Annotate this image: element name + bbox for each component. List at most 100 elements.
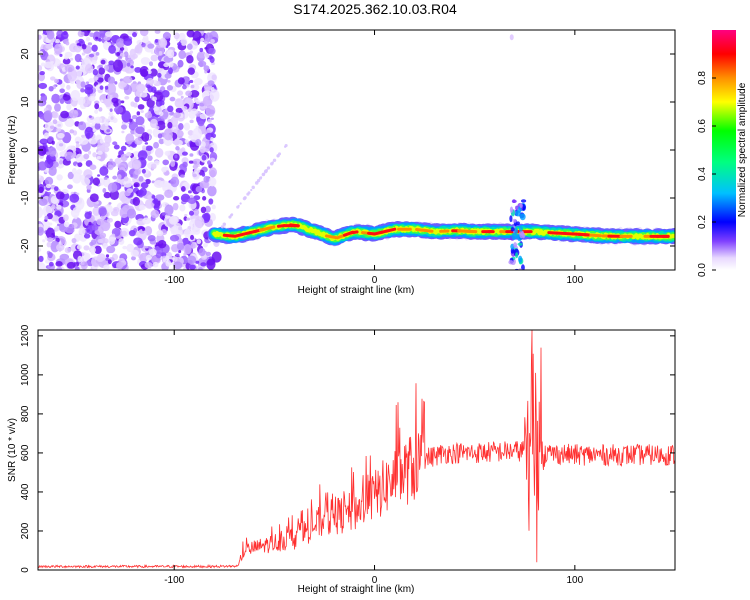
noise-speck: [198, 248, 206, 257]
noise-speck: [72, 171, 82, 184]
noise-speck: [185, 90, 193, 97]
burst-speck: [521, 264, 525, 270]
noise-speck: [108, 202, 112, 205]
noise-speck: [126, 243, 135, 253]
noise-speck: [98, 37, 102, 42]
noise-speck: [140, 182, 149, 189]
noise-speck: [133, 183, 139, 188]
noise-speck: [210, 117, 214, 120]
noise-speck: [135, 116, 145, 126]
noise-speck: [39, 71, 45, 76]
noise-speck: [197, 60, 207, 67]
band-hot-segment: [336, 234, 345, 239]
noise-speck: [62, 58, 71, 65]
noise-speck: [84, 126, 94, 139]
spectrogram-y-label: Frequency (Hz): [7, 116, 18, 185]
noise-speck: [180, 174, 185, 178]
noise-speck: [145, 254, 152, 261]
noise-speck: [88, 136, 98, 145]
noise-speck: [80, 81, 86, 88]
noise-speck: [81, 43, 87, 50]
noise-speck: [157, 133, 163, 139]
noise-speck: [175, 146, 180, 151]
noise-speck: [48, 165, 57, 177]
noise-speck: [96, 256, 104, 263]
noise-speck: [56, 174, 63, 181]
noise-speck: [54, 78, 59, 84]
noise-speck: [75, 153, 84, 163]
noise-speck: [38, 247, 42, 253]
noise-speck: [64, 118, 75, 128]
noise-speck: [111, 97, 119, 104]
noise-speck: [199, 146, 206, 153]
noise-speck: [183, 228, 192, 238]
burst-speck: [516, 234, 520, 238]
noise-speck: [86, 184, 92, 190]
noise-speck: [195, 139, 202, 147]
noise-speck: [205, 251, 212, 257]
noise-speck: [144, 112, 153, 119]
snr-y-label: SNR (10 * v/v): [7, 418, 18, 482]
noise-speck: [184, 213, 188, 217]
noise-speck: [98, 67, 106, 75]
noise-speck: [51, 111, 59, 119]
noise-speck: [130, 65, 134, 69]
noise-speck: [182, 161, 188, 168]
burst-speck: [510, 227, 515, 232]
noise-speck: [149, 118, 158, 129]
noise-speck: [167, 67, 174, 75]
noise-speck: [99, 166, 109, 176]
noise-speck: [189, 50, 194, 54]
noise-speck: [74, 45, 82, 53]
noise-speck: [152, 96, 157, 102]
noise-speck: [91, 224, 99, 231]
snr-y-tick-label: 200: [20, 522, 31, 539]
noise-speck: [38, 255, 44, 262]
colorbar-tick-label: 0.2: [697, 215, 708, 229]
noise-speck: [135, 126, 145, 135]
noise-speck: [96, 77, 104, 83]
burst-speck: [509, 215, 513, 223]
noise-speck: [90, 246, 96, 254]
noise-speck: [173, 32, 180, 40]
noise-speck: [211, 251, 222, 263]
noise-speck: [54, 103, 61, 112]
noise-speck: [124, 95, 130, 100]
noise-speck: [117, 55, 123, 60]
noise-speck: [98, 64, 103, 69]
noise-speck: [175, 107, 183, 114]
noise-speck: [107, 114, 116, 123]
noise-speck: [193, 208, 200, 216]
noise-speck: [204, 32, 213, 43]
band-hot-segment: [589, 233, 602, 238]
noise-speck: [177, 90, 184, 96]
burst-speck: [519, 213, 526, 221]
noise-speck: [126, 208, 137, 219]
noise-speck: [123, 37, 133, 46]
noise-speck: [69, 193, 80, 203]
noise-speck: [88, 95, 96, 102]
noise-speck: [103, 176, 108, 180]
streak-speck: [284, 143, 288, 148]
noise-speck: [66, 103, 72, 111]
noise-speck: [134, 169, 141, 176]
noise-speck: [77, 162, 83, 168]
band-hot-segment: [222, 233, 237, 238]
noise-speck: [132, 196, 141, 207]
noise-speck: [104, 64, 110, 71]
top-speck: [509, 34, 514, 41]
noise-speck: [209, 56, 215, 63]
noise-speck: [162, 258, 166, 263]
noise-speck: [132, 32, 137, 38]
noise-speck: [123, 180, 133, 188]
noise-speck: [141, 37, 149, 43]
noise-speck: [132, 159, 141, 170]
noise-speck: [154, 30, 161, 34]
burst-speck: [511, 232, 518, 240]
noise-speck: [123, 176, 129, 182]
noise-speck: [42, 239, 46, 243]
noise-speck: [174, 154, 178, 159]
noise-speck: [99, 138, 104, 144]
noise-speck: [79, 137, 89, 145]
streak-speck: [263, 169, 268, 174]
